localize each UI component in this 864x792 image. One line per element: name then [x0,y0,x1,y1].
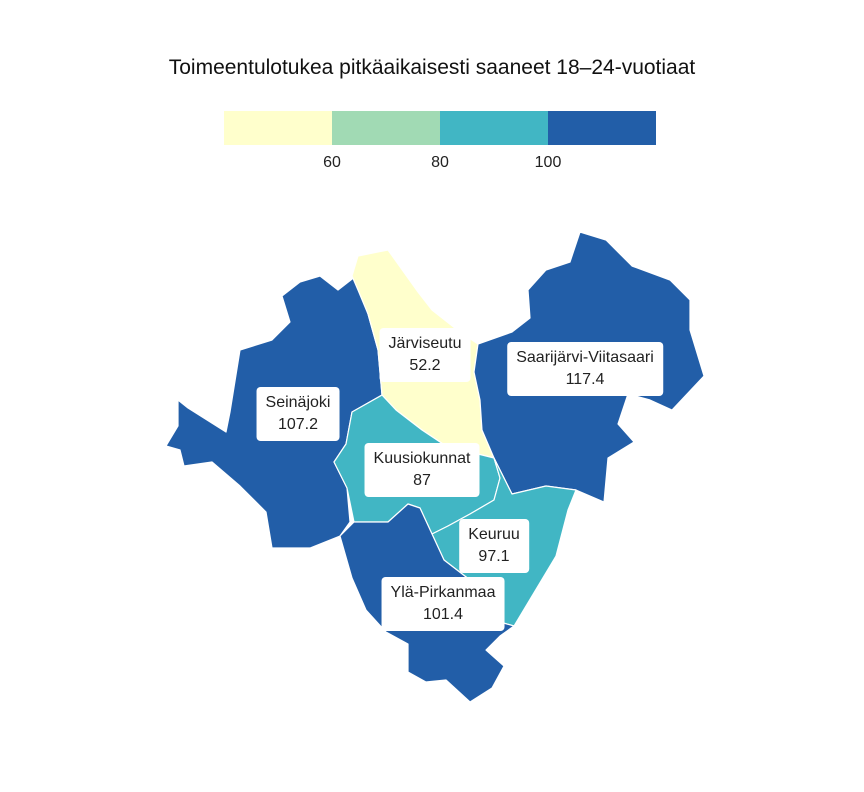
label-saarijarvi-viitasaari-value: 117.4 [565,371,605,388]
label-keuruu-name: Keuruu [468,526,520,543]
label-kuusiokunnat-value: 87 [413,472,431,489]
label-yla-pirkanmaa-name: Ylä-Pirkanmaa [390,584,496,601]
map-title: Toimeentulotukea pitkäaikaisesti saaneet… [168,56,696,79]
label-yla-pirkanmaa: Ylä-Pirkanmaa 101.4 [381,577,505,631]
label-saarijarvi-viitasaari-name: Saarijärvi-Viitasaari [516,349,654,366]
label-seinajoki-name: Seinäjoki [265,394,331,411]
label-jarviseutu-name: Järviseutu [388,335,462,352]
label-seinajoki: Seinäjoki 107.2 [256,387,340,441]
label-kuusiokunnat-name: Kuusiokunnat [373,450,471,467]
label-jarviseutu: Järviseutu 52.2 [379,328,471,382]
label-keuruu: Keuruu 97.1 [459,519,529,573]
label-keuruu-value: 97.1 [478,548,510,565]
label-jarviseutu-value: 52.2 [409,357,441,374]
label-seinajoki-value: 107.2 [277,416,319,433]
label-kuusiokunnat: Kuusiokunnat 87 [364,443,480,497]
label-yla-pirkanmaa-value: 101.4 [422,606,464,623]
label-saarijarvi-viitasaari: Saarijärvi-Viitasaari 117.4 [507,342,663,396]
